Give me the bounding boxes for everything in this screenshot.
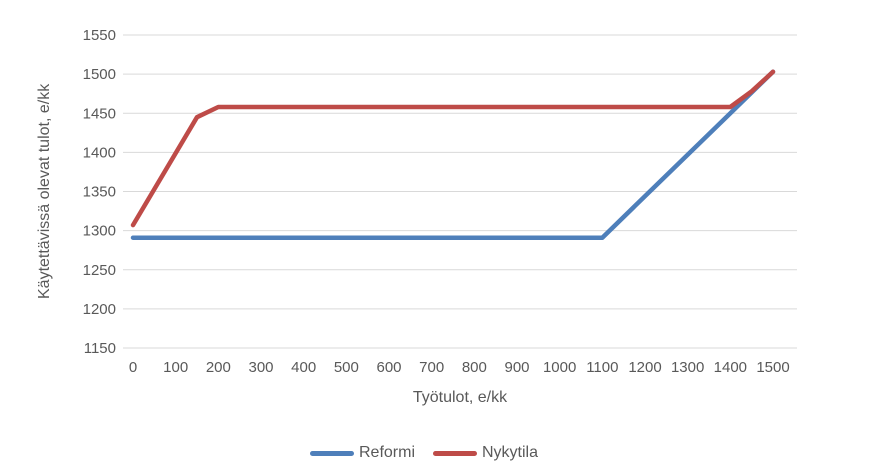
legend-item-nykytila: Nykytila: [433, 444, 538, 462]
y-tick-label: 1150: [84, 340, 116, 357]
legend-label-nykytila: Nykytila: [482, 444, 539, 461]
series-line-nykytila: [130, 69, 776, 228]
x-tick-label: 200: [206, 359, 231, 376]
x-tick-label: 700: [419, 359, 444, 376]
legend-line-swatch-nykytila: [433, 450, 477, 456]
legend-line-swatch-reformi: [309, 450, 354, 456]
y-tick-label: 1400: [83, 144, 116, 161]
x-tick-label: 1100: [586, 359, 618, 376]
y-tick-label: 1500: [83, 66, 116, 83]
x-tick-label: 100: [163, 359, 188, 376]
x-tick-label: 900: [504, 359, 529, 376]
x-tick-label: 1000: [543, 359, 576, 376]
x-axis-title: Työtulot, e/kk: [412, 389, 508, 406]
x-tick-label: 300: [248, 359, 273, 376]
x-tick-label: 400: [291, 359, 316, 376]
y-tick-label: 1200: [83, 301, 116, 318]
y-axis-title: Käytettävissä olevat tulot, e/kk: [36, 83, 53, 300]
x-tick-label: 800: [462, 359, 487, 376]
x-tick-label: 600: [376, 359, 401, 376]
x-tick-label: 1300: [671, 359, 704, 376]
y-tick-label: 1550: [83, 27, 116, 44]
y-tick-label: 1450: [83, 105, 116, 122]
x-tick-label: 1400: [714, 359, 747, 376]
legend-label-reformi: Reformi: [358, 444, 415, 461]
legend-item-reformi: Reformi: [309, 444, 415, 462]
y-tick-label: 1300: [83, 223, 116, 240]
x-tick-label: 1500: [756, 359, 789, 376]
x-tick-label: 0: [129, 359, 137, 376]
legend: Reformi Nykytila: [0, 444, 870, 462]
x-tick-label: 500: [334, 359, 359, 376]
x-tick-label: 1200: [628, 359, 661, 376]
y-tick-label: 1350: [83, 184, 116, 201]
y-tick-label: 1250: [83, 262, 116, 279]
series-line-reformi: [130, 69, 776, 240]
